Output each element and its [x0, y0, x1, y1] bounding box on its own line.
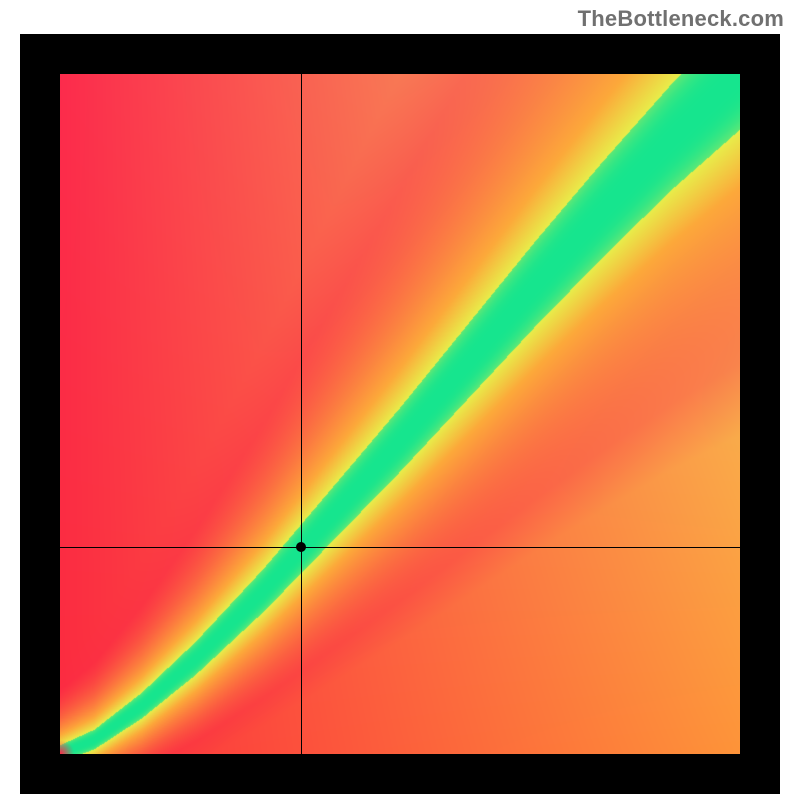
heatmap-canvas [60, 74, 740, 754]
plot-area [60, 74, 740, 754]
crosshair-horizontal [60, 547, 740, 548]
crosshair-marker [296, 542, 306, 552]
watermark-text: TheBottleneck.com [578, 6, 784, 32]
bottleneck-heatmap [20, 34, 780, 794]
crosshair-vertical [301, 74, 302, 754]
